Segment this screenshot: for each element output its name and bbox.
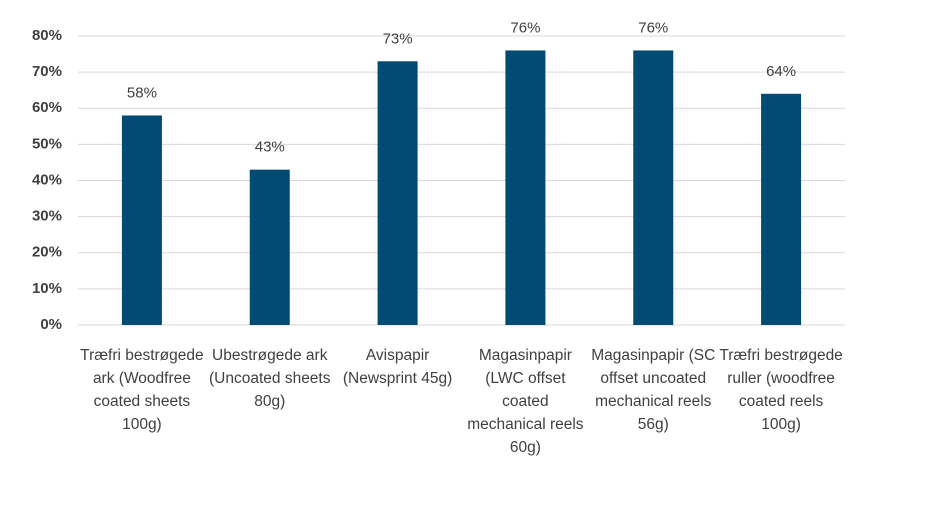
y-tick-label: 10%: [32, 280, 62, 297]
x-tick-label: Magasinpapir (SC offset uncoated mechani…: [591, 347, 716, 433]
y-tick-label: 20%: [32, 244, 62, 261]
y-tick-label: 50%: [32, 135, 62, 152]
data-label: 73%: [383, 30, 413, 47]
y-tick-label: 40%: [32, 171, 62, 188]
bar: [505, 50, 546, 325]
y-tick-label: 80%: [32, 27, 62, 44]
x-tick-label: Ubestrøgede ark (Uncoated sheets 80g): [209, 347, 331, 410]
data-label: 76%: [638, 19, 668, 36]
data-label: 64%: [766, 63, 796, 80]
bar: [377, 61, 418, 325]
bar: [761, 93, 802, 325]
bar: [121, 115, 162, 325]
bar: [633, 50, 674, 325]
data-label: 76%: [510, 19, 540, 36]
x-tick-label: Avispapir (Newsprint 45g): [342, 347, 453, 387]
x-tick-label: Træfri bestrøgede ark (Woodfree coated s…: [80, 347, 204, 433]
y-tick-label: 0%: [40, 316, 62, 333]
data-label: 58%: [127, 84, 157, 101]
y-tick-label: 30%: [32, 208, 62, 225]
data-label: 43%: [255, 139, 285, 156]
bar: [249, 169, 290, 325]
y-tick-label: 70%: [32, 63, 62, 80]
y-tick-label: 60%: [32, 99, 62, 116]
x-tick-label: Magasinpapir (LWC offset coated mechanic…: [467, 347, 584, 456]
x-tick-label: Træfri bestrøgede ruller (woodfree coate…: [719, 347, 843, 433]
